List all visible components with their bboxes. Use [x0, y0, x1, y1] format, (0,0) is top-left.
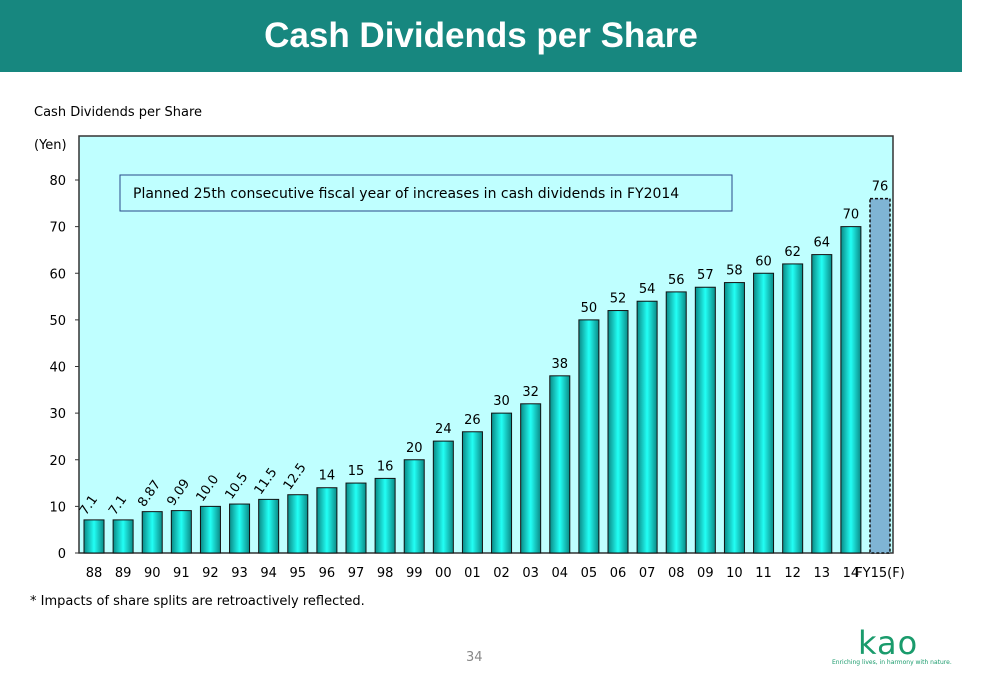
- data-label: 64: [814, 236, 831, 251]
- annotation-text: Planned 25th consecutive fiscal year of …: [133, 186, 679, 202]
- data-label: 16: [377, 459, 394, 474]
- chart-title: Cash Dividends per Share: [34, 105, 203, 120]
- bar: [607, 310, 629, 554]
- x-tick-label: 88: [86, 566, 103, 581]
- data-label: 60: [755, 254, 772, 269]
- x-tick-label: 08: [668, 566, 685, 581]
- data-label: 38: [552, 357, 569, 372]
- x-tick-label: 11: [755, 566, 772, 581]
- x-tick-label: 03: [522, 566, 539, 581]
- bar: [374, 477, 396, 554]
- slide-title: Cash Dividends per Share: [0, 0, 962, 72]
- bar: [199, 505, 221, 554]
- kao-logo: kao: [858, 624, 919, 662]
- x-tick-label: FY15(F): [855, 566, 905, 581]
- x-tick-label: 14: [843, 566, 860, 581]
- bar: [782, 263, 804, 554]
- bar: [403, 459, 425, 554]
- x-tick-label: 09: [697, 566, 714, 581]
- bar: [723, 282, 745, 554]
- data-label: 57: [697, 268, 714, 283]
- bar: [665, 291, 687, 554]
- data-label: 52: [610, 292, 627, 307]
- bar: [287, 494, 309, 554]
- data-label: 70: [843, 208, 860, 223]
- bar: [316, 487, 338, 554]
- bar: [345, 482, 367, 554]
- x-tick-label: 94: [260, 566, 277, 581]
- bar: [170, 510, 192, 554]
- bar: [520, 403, 542, 554]
- x-tick-label: 96: [319, 566, 336, 581]
- data-label: 62: [784, 245, 801, 260]
- data-label: 54: [639, 282, 656, 297]
- x-tick-label: 01: [464, 566, 481, 581]
- bar: [461, 431, 483, 554]
- data-label: 76: [872, 180, 889, 195]
- y-axis-unit: (Yen): [34, 138, 67, 153]
- x-tick-label: 92: [202, 566, 219, 581]
- y-tick-label: 80: [49, 174, 66, 189]
- bar: [112, 519, 134, 554]
- x-tick-label: 00: [435, 566, 452, 581]
- bar: [432, 440, 454, 554]
- x-tick-label: 12: [784, 566, 801, 581]
- data-label: 58: [726, 264, 743, 279]
- x-tick-label: 04: [552, 566, 569, 581]
- page-number: 34: [466, 650, 483, 665]
- x-tick-label: 90: [144, 566, 161, 581]
- data-label: 15: [348, 464, 365, 479]
- bar: [491, 412, 513, 554]
- bar: [578, 319, 600, 554]
- bar: [840, 226, 862, 554]
- y-tick-label: 10: [49, 500, 66, 515]
- data-label: 50: [581, 301, 598, 316]
- bar: [811, 254, 833, 554]
- x-tick-label: 98: [377, 566, 394, 581]
- x-tick-label: 13: [814, 566, 831, 581]
- data-label: 30: [493, 394, 510, 409]
- x-tick-label: 97: [348, 566, 365, 581]
- bar: [83, 519, 105, 554]
- bar: [229, 503, 251, 554]
- logo-tagline: Enriching lives, in harmony with nature.: [832, 659, 952, 666]
- y-tick-label: 50: [49, 314, 66, 329]
- footnote: * Impacts of share splits are retroactiv…: [30, 594, 365, 609]
- bar: [549, 375, 571, 554]
- y-tick-label: 70: [49, 221, 66, 236]
- bar: [258, 498, 280, 554]
- annotation-box: [119, 174, 733, 212]
- bar: [753, 272, 775, 554]
- y-tick-label: 20: [49, 454, 66, 469]
- bar: [636, 300, 658, 554]
- data-label: 20: [406, 441, 423, 456]
- x-tick-label: 99: [406, 566, 423, 581]
- bar: [141, 511, 163, 554]
- data-label: 32: [522, 385, 539, 400]
- data-label: 26: [464, 413, 481, 428]
- x-tick-label: 10: [726, 566, 743, 581]
- data-label: 14: [319, 469, 336, 484]
- x-tick-label: 93: [231, 566, 248, 581]
- x-tick-label: 89: [115, 566, 132, 581]
- y-tick-label: 40: [49, 361, 66, 376]
- x-tick-label: 95: [290, 566, 307, 581]
- y-tick-label: 30: [49, 407, 66, 422]
- bar: [694, 286, 716, 554]
- x-tick-label: 02: [493, 566, 510, 581]
- y-tick-label: 60: [49, 267, 66, 282]
- x-tick-label: 07: [639, 566, 656, 581]
- data-label: 24: [435, 422, 452, 437]
- x-tick-label: 06: [610, 566, 627, 581]
- data-label: 56: [668, 273, 685, 288]
- y-tick-label: 0: [58, 547, 66, 562]
- x-tick-label: 91: [173, 566, 190, 581]
- x-tick-label: 05: [581, 566, 598, 581]
- bar-forecast: [869, 197, 891, 554]
